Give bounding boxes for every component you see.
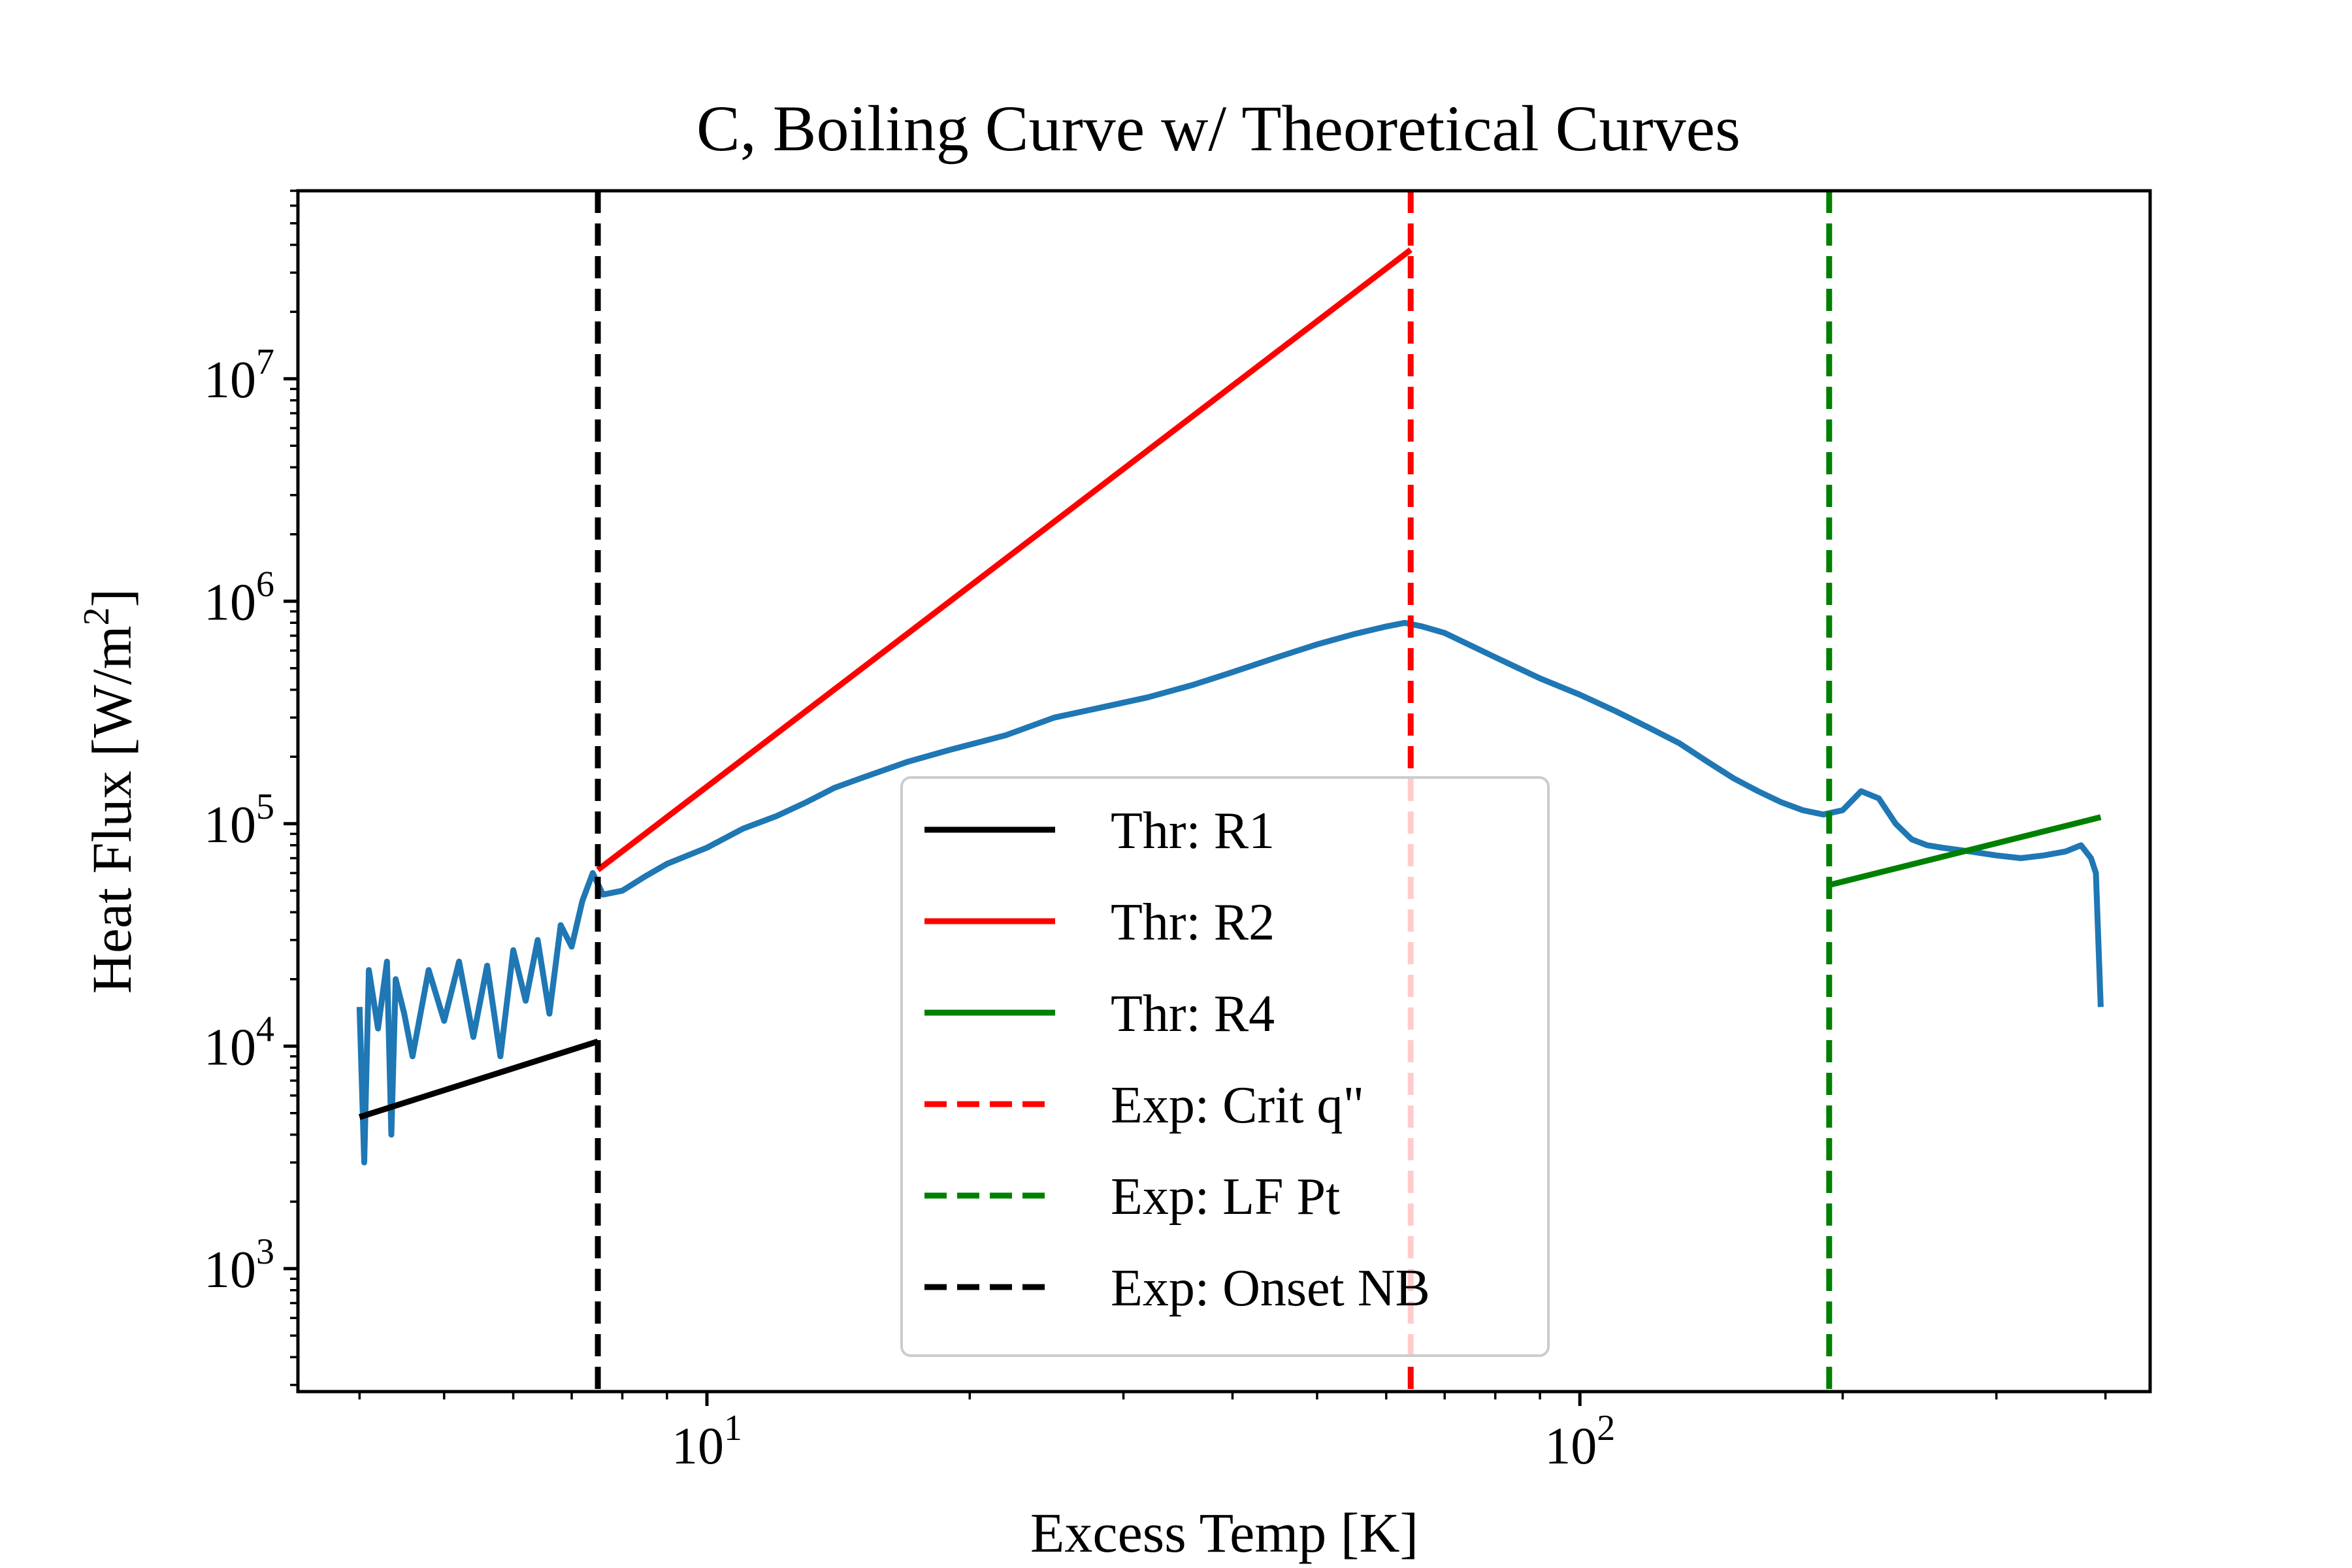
- chart-title: C, Boiling Curve w/ Theoretical Curves: [696, 92, 1740, 165]
- legend-label: Exp: LF Pt: [1111, 1168, 1340, 1226]
- y-axis-label: Heat Flux [W/m2]: [76, 589, 143, 994]
- legend-label: Exp: Onset NB: [1111, 1260, 1430, 1317]
- y-axis-label-main: Heat Flux [W/m: [80, 625, 143, 994]
- x-axis-label: Excess Temp [K]: [1030, 1501, 1418, 1564]
- legend-label: Thr: R4: [1111, 985, 1275, 1043]
- legend-label: Thr: R2: [1111, 894, 1275, 951]
- y-axis-label-close: ]: [80, 589, 143, 608]
- legend-label: Thr: R1: [1111, 802, 1275, 860]
- legend: Thr: R1 Thr: R2 Thr: R4 Exp: Crit q" Exp: LF…: [902, 777, 1548, 1356]
- y-axis-label-superscript: 2: [76, 607, 117, 625]
- legend-label: Exp: Crit q": [1111, 1077, 1364, 1134]
